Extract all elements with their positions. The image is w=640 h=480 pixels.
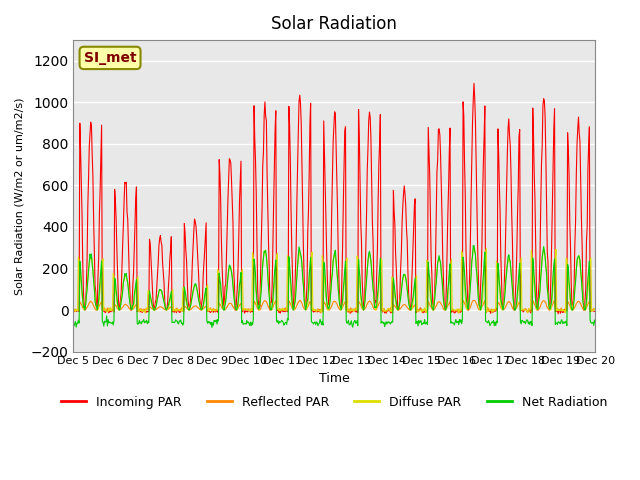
Diffuse PAR [470, 244, 478, 250]
Reflected PAR [469, 298, 477, 303]
Incoming PAR [554, 311, 562, 317]
Diffuse PAR [186, 307, 193, 312]
Net Radiation [591, 320, 599, 325]
Incoming PAR [397, 249, 405, 254]
Diffuse PAR [413, 273, 420, 278]
Diffuse PAR [455, 310, 463, 316]
Reflected PAR [186, 307, 193, 312]
Incoming PAR [132, 184, 140, 190]
Legend: Incoming PAR, Reflected PAR, Diffuse PAR, Net Radiation: Incoming PAR, Reflected PAR, Diffuse PAR… [56, 391, 612, 414]
Text: SI_met: SI_met [84, 51, 136, 65]
Reflected PAR [70, 307, 77, 312]
Line: Net Radiation: Net Radiation [74, 246, 595, 327]
Reflected PAR [213, 308, 221, 313]
Reflected PAR [346, 310, 354, 316]
Net Radiation [79, 296, 86, 301]
Incoming PAR [213, 308, 221, 314]
Diffuse PAR [132, 279, 140, 285]
Net Radiation [413, 318, 421, 324]
Net Radiation [214, 317, 221, 323]
Diffuse PAR [397, 287, 405, 293]
Reflected PAR [79, 305, 86, 311]
Y-axis label: Solar Radiation (W/m2 or um/m2/s): Solar Radiation (W/m2 or um/m2/s) [15, 97, 25, 295]
X-axis label: Time: Time [319, 372, 349, 385]
Line: Incoming PAR: Incoming PAR [74, 84, 595, 314]
Diffuse PAR [213, 305, 221, 311]
Incoming PAR [591, 308, 599, 314]
Line: Reflected PAR: Reflected PAR [74, 300, 595, 313]
Diffuse PAR [70, 306, 77, 312]
Incoming PAR [79, 259, 86, 265]
Reflected PAR [591, 306, 599, 312]
Incoming PAR [413, 307, 420, 312]
Net Radiation [398, 281, 406, 287]
Net Radiation [70, 324, 77, 329]
Incoming PAR [470, 81, 478, 86]
Net Radiation [186, 307, 193, 312]
Reflected PAR [132, 302, 140, 308]
Incoming PAR [186, 307, 193, 313]
Line: Diffuse PAR: Diffuse PAR [74, 247, 595, 313]
Net Radiation [132, 276, 140, 282]
Reflected PAR [413, 309, 421, 314]
Diffuse PAR [591, 307, 599, 312]
Incoming PAR [70, 308, 77, 313]
Title: Solar Radiation: Solar Radiation [271, 15, 397, 33]
Net Radiation [470, 243, 478, 249]
Net Radiation [208, 324, 216, 330]
Diffuse PAR [79, 297, 86, 302]
Reflected PAR [398, 303, 406, 309]
